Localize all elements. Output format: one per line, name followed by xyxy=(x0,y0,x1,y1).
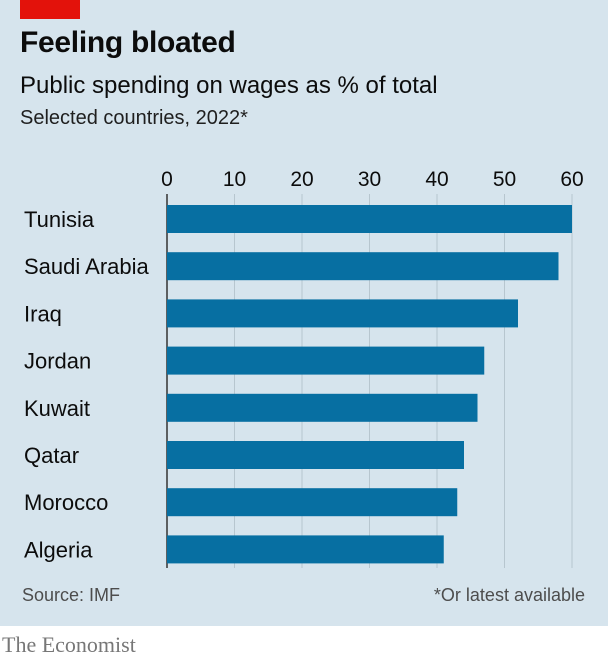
bar xyxy=(167,441,464,469)
x-tick-label: 60 xyxy=(560,168,583,191)
x-tick-label: 50 xyxy=(493,168,516,191)
category-label: Jordan xyxy=(24,349,91,374)
bar xyxy=(167,488,458,517)
x-tick-label: 40 xyxy=(425,168,448,191)
x-tick-label: 0 xyxy=(161,168,173,191)
source-note: Source: IMF xyxy=(22,585,121,605)
bar xyxy=(167,205,572,233)
category-label: Iraq xyxy=(24,301,62,326)
chart-title: Feeling bloated xyxy=(20,26,236,59)
x-tick-label: 30 xyxy=(358,168,381,191)
chart-note: Selected countries, 2022* xyxy=(20,107,248,129)
bar xyxy=(167,252,559,281)
footnote: *Or latest available xyxy=(433,585,585,605)
bar xyxy=(167,346,485,375)
bar xyxy=(167,299,518,328)
category-label: Qatar xyxy=(24,443,79,468)
category-label: Morocco xyxy=(24,490,108,515)
x-axis-ticks: 0 10 20 30 40 50 60 xyxy=(161,168,584,191)
category-labels: Tunisia Saudi Arabia Iraq Jordan Kuwait Qatar… xyxy=(24,207,150,562)
x-tick-label: 20 xyxy=(290,168,313,191)
category-label: Kuwait xyxy=(24,396,90,421)
bar-chart: 0 10 20 30 40 50 60 Tunisia Saudi Arabia Iraq Jor… xyxy=(24,168,584,568)
x-tick-label: 10 xyxy=(223,168,246,191)
category-label: Saudi Arabia xyxy=(24,254,150,279)
brand-red-tag xyxy=(20,0,80,19)
category-label: Algeria xyxy=(24,537,93,562)
bar xyxy=(167,535,444,564)
brand-wordmark: The Economist xyxy=(2,632,136,657)
category-label: Tunisia xyxy=(24,207,95,232)
chart-subtitle: Public spending on wages as % of total xyxy=(20,72,438,99)
bar xyxy=(167,393,478,422)
bars xyxy=(167,205,572,564)
